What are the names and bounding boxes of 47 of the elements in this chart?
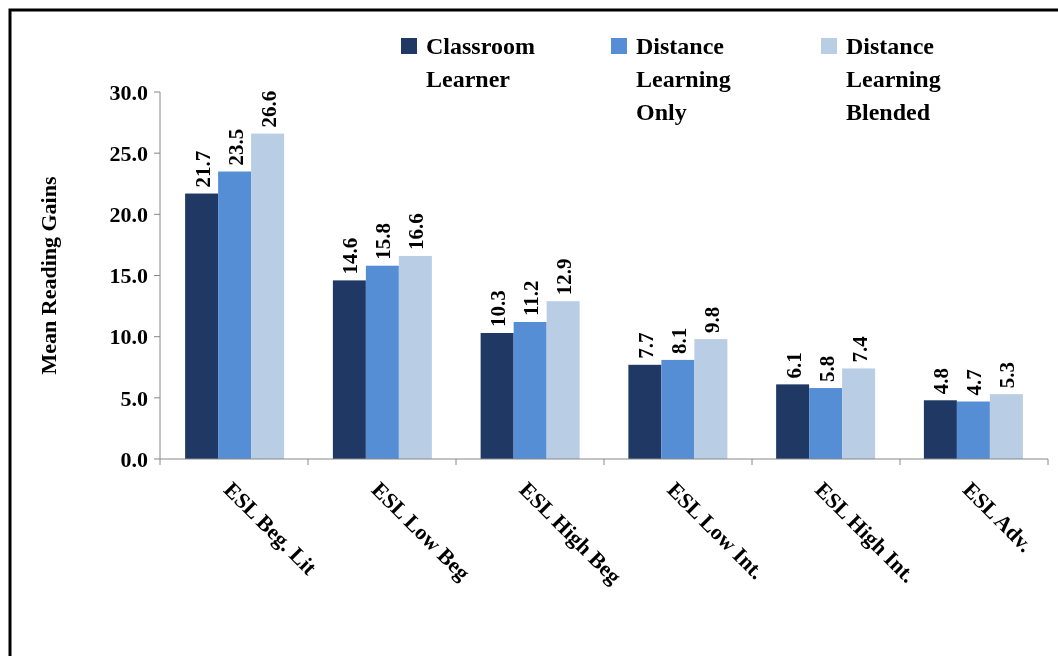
bar	[694, 339, 728, 459]
bar	[398, 255, 432, 459]
legend-label: Classroom Learner	[426, 33, 535, 92]
data-label: 7.4	[847, 335, 872, 363]
y-tick-label: 5.0	[120, 385, 148, 411]
bar	[218, 171, 252, 459]
legend-label: Distance Learning Only	[636, 33, 731, 125]
legend-label: Distance Learning Blended	[846, 33, 941, 125]
bar	[185, 193, 219, 459]
y-tick-label: 25.0	[109, 140, 148, 166]
data-label: 12.9	[552, 258, 577, 296]
bar	[480, 333, 514, 459]
y-tick-label: 15.0	[109, 263, 148, 289]
bar	[842, 368, 876, 459]
data-label: 26.6	[256, 90, 281, 128]
bar	[989, 394, 1023, 459]
data-label: 5.8	[814, 355, 839, 383]
data-label: 21.7	[190, 150, 215, 188]
bar	[923, 400, 957, 459]
data-label: 9.8	[699, 306, 724, 334]
y-tick-label: 20.0	[109, 202, 148, 228]
data-label: 4.8	[929, 368, 954, 395]
bar	[365, 265, 399, 459]
data-label: 6.1	[781, 352, 806, 379]
data-label: 14.6	[338, 237, 363, 275]
bar	[628, 364, 662, 459]
data-label: 11.2	[519, 280, 544, 316]
data-label: 4.7	[962, 369, 987, 396]
bar	[956, 401, 990, 459]
bar	[513, 321, 547, 459]
bar	[661, 359, 695, 459]
data-label: 5.3	[995, 361, 1020, 389]
data-label: 15.8	[371, 222, 396, 260]
data-label: 7.7	[633, 332, 658, 359]
y-axis-title: Mean Reading Gains	[36, 176, 61, 375]
bar	[251, 133, 285, 459]
data-label: 10.3	[486, 290, 511, 327]
bar	[776, 384, 810, 459]
data-label: 16.6	[404, 213, 429, 250]
y-tick-label: 30.0	[109, 79, 148, 105]
y-tick-label: 0.0	[120, 446, 148, 472]
y-tick-label: 10.0	[109, 324, 148, 350]
data-label: 8.1	[666, 327, 691, 354]
data-label: 23.5	[223, 128, 248, 166]
bar	[546, 301, 580, 459]
bar	[809, 388, 843, 459]
bar	[332, 280, 366, 459]
